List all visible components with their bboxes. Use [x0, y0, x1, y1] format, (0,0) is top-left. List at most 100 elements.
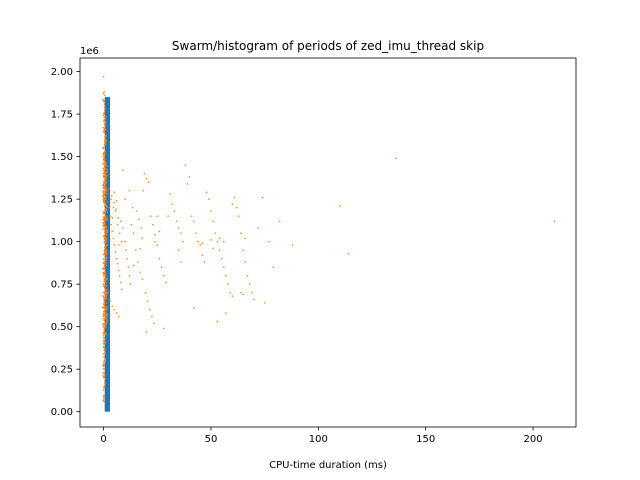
data-point: [103, 113, 106, 115]
data-point: [105, 251, 108, 254]
data-point: [142, 189, 145, 192]
data-point: [113, 191, 116, 194]
data-point: [186, 183, 189, 185]
data-point: [111, 217, 114, 219]
data-point: [102, 262, 105, 265]
data-point: [102, 296, 105, 298]
data-point: [115, 208, 117, 211]
data-point: [102, 75, 105, 78]
data-point: [105, 302, 108, 305]
data-point: [104, 122, 107, 124]
data-point: [102, 162, 104, 165]
data-point: [114, 210, 117, 212]
data-point: [124, 240, 126, 243]
data-point: [104, 127, 106, 129]
data-point: [104, 271, 107, 274]
data-point: [103, 385, 106, 387]
data-point: [102, 346, 105, 349]
data-point: [138, 218, 140, 221]
data-point: [128, 189, 131, 192]
data-point: [104, 125, 107, 128]
data-point: [115, 200, 118, 202]
plot-frame: [79, 57, 577, 428]
data-point: [150, 215, 152, 217]
data-point: [106, 217, 108, 220]
data-point: [184, 164, 187, 166]
data-point: [210, 239, 212, 241]
data-point: [104, 227, 107, 229]
data-point: [104, 120, 107, 123]
y-tick-label: 0.50: [51, 322, 73, 333]
data-point: [104, 209, 106, 212]
data-point: [103, 307, 105, 309]
data-point: [103, 278, 106, 281]
data-point: [101, 306, 104, 309]
data-point: [107, 193, 109, 195]
data-point: [103, 116, 106, 119]
data-point: [109, 300, 111, 302]
data-point: [103, 106, 106, 108]
data-point: [105, 183, 107, 185]
data-point: [102, 375, 104, 377]
data-point: [216, 240, 219, 243]
x-tick-label: 50: [205, 434, 218, 445]
data-point: [137, 261, 139, 263]
x-tick-label: 100: [309, 434, 328, 445]
data-point: [165, 281, 167, 284]
data-point: [104, 108, 106, 110]
data-point: [147, 181, 150, 183]
data-point: [105, 195, 107, 198]
data-point: [103, 157, 106, 160]
data-point: [553, 220, 556, 223]
data-point: [104, 351, 106, 354]
data-point: [253, 298, 255, 301]
data-point: [141, 278, 144, 280]
data-point: [104, 163, 106, 166]
data-point: [214, 232, 217, 234]
data-point: [145, 330, 148, 333]
data-point: [106, 205, 108, 208]
data-point: [167, 215, 169, 217]
data-point: [103, 376, 105, 379]
data-point: [104, 198, 107, 201]
data-point: [105, 193, 107, 195]
data-point: [225, 274, 227, 277]
data-point: [102, 283, 105, 286]
data-point: [220, 257, 223, 260]
data-point: [257, 227, 260, 229]
data-point: [105, 281, 108, 284]
data-point: [103, 342, 106, 345]
data-point: [103, 322, 105, 325]
data-point: [231, 203, 234, 206]
data-point: [103, 202, 105, 204]
x-tick-label: 200: [524, 434, 543, 445]
data-point: [105, 262, 108, 264]
data-point: [104, 383, 106, 385]
data-point: [114, 251, 117, 253]
data-point: [105, 312, 108, 314]
data-point: [104, 332, 107, 335]
data-point: [122, 227, 124, 229]
data-point: [103, 123, 106, 125]
data-point: [117, 217, 120, 219]
data-point: [124, 198, 126, 200]
data-point: [105, 177, 107, 179]
data-point: [104, 323, 107, 325]
data-point: [103, 314, 105, 317]
data-point: [102, 334, 105, 336]
data-point: [244, 237, 247, 240]
data-point: [103, 394, 105, 397]
data-point: [193, 220, 195, 223]
data-point: [121, 240, 123, 243]
data-point: [105, 116, 107, 118]
data-point: [104, 338, 107, 340]
data-point: [195, 232, 197, 234]
data-point: [105, 134, 107, 137]
data-point: [103, 299, 106, 301]
data-point: [117, 244, 120, 246]
data-point: [102, 211, 105, 213]
data-point: [104, 128, 107, 131]
data-point: [102, 218, 105, 221]
data-point: [197, 240, 199, 243]
data-point: [103, 172, 105, 175]
